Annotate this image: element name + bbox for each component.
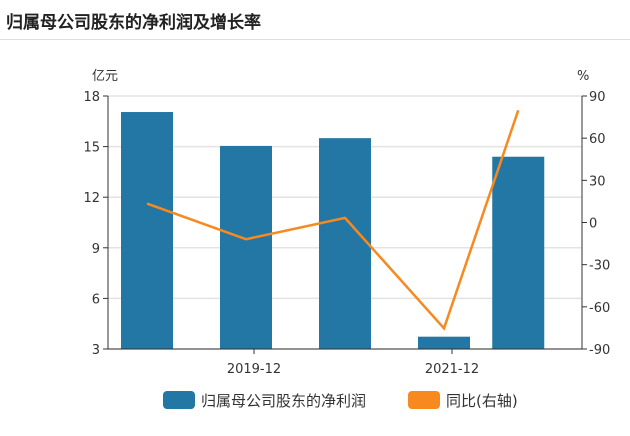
bar <box>418 336 470 349</box>
bar <box>319 138 371 349</box>
legend-swatch-bar <box>163 391 195 409</box>
bar <box>220 145 272 349</box>
right-tick-label: 90 <box>589 90 606 105</box>
x-tick-label: 2021-12 <box>425 362 479 377</box>
bar <box>492 156 545 349</box>
left-tick-label: 15 <box>83 141 100 156</box>
left-axis-unit: 亿元 <box>92 69 118 84</box>
right-tick-label: -30 <box>589 259 610 274</box>
left-tick-label: 6 <box>92 292 100 307</box>
divider <box>0 39 630 40</box>
x-tick-label: 2019-12 <box>227 362 281 377</box>
legend-swatch-line <box>408 391 440 409</box>
left-tick-label: 12 <box>83 191 100 206</box>
right-tick-label: -60 <box>589 301 610 316</box>
right-tick-label: -90 <box>589 343 610 358</box>
left-tick-label: 9 <box>92 242 100 257</box>
right-tick-label: 0 <box>589 217 597 232</box>
bar <box>121 112 173 349</box>
legend-label-line: 同比(右轴) <box>446 392 518 410</box>
chart-title: 归属母公司股东的净利润及增长率 <box>6 13 261 33</box>
right-tick-label: 30 <box>589 174 606 189</box>
right-tick-label: 60 <box>589 132 606 147</box>
right-axis-unit: % <box>577 69 589 84</box>
legend-label-bar: 归属母公司股东的净利润 <box>201 392 366 410</box>
left-tick-label: 3 <box>92 343 100 358</box>
left-tick-label: 18 <box>83 90 100 105</box>
